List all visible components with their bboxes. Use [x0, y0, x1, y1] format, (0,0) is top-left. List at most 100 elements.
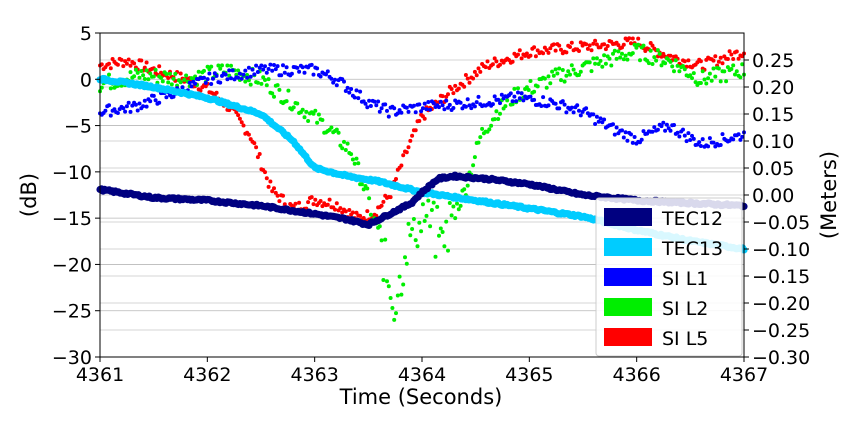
data-point: [729, 52, 734, 57]
data-point: [655, 127, 660, 132]
data-point: [124, 104, 129, 109]
data-point: [225, 77, 230, 82]
data-point: [291, 105, 296, 110]
data-point: [374, 103, 379, 108]
data-point: [559, 47, 563, 52]
data-point: [236, 75, 241, 80]
data-point: [542, 76, 547, 81]
data-point: [311, 111, 316, 116]
data-point: [193, 81, 198, 86]
data-point: [214, 90, 219, 95]
data-point: [275, 83, 280, 88]
data-point: [338, 206, 343, 211]
data-point: [270, 68, 275, 73]
y-left-tick-label: −30: [52, 347, 92, 369]
data-point: [594, 114, 599, 119]
y-right-tick-label: 0.05: [752, 158, 794, 180]
data-point: [246, 65, 251, 70]
data-point: [446, 92, 450, 97]
data-point: [413, 238, 418, 243]
data-point: [282, 70, 287, 75]
data-point: [139, 69, 144, 73]
data-point: [347, 208, 352, 212]
data-point: [571, 67, 576, 72]
data-point: [641, 129, 646, 134]
data-point: [313, 108, 318, 113]
data-point: [356, 96, 361, 101]
data-point: [691, 136, 696, 141]
data-point: [392, 317, 397, 322]
data-point: [325, 69, 330, 74]
y-right-axis-label: (Meters): [817, 151, 841, 239]
data-point: [510, 99, 515, 104]
data-point: [381, 199, 386, 204]
data-point: [602, 117, 607, 122]
data-point: [541, 95, 546, 100]
y-left-tick-label: −5: [64, 116, 92, 138]
data-point: [672, 69, 676, 74]
legend-label: TEC12: [661, 208, 723, 230]
data-point: [157, 64, 162, 69]
x-axis-ticks: 4361 4362 4363 4364 4365 4366 4367: [76, 357, 768, 386]
data-point: [725, 65, 730, 70]
data-point: [652, 55, 657, 60]
data-point: [342, 139, 346, 144]
data-point: [137, 75, 142, 80]
x-tick-label: 4366: [612, 364, 660, 386]
data-point: [281, 63, 285, 68]
data-point: [229, 63, 233, 68]
data-point: [456, 207, 461, 212]
data-point: [672, 123, 676, 127]
data-point: [492, 56, 497, 61]
data-point: [272, 63, 276, 67]
data-point: [112, 107, 117, 112]
data-point: [489, 123, 494, 128]
data-point: [593, 61, 598, 66]
data-point: [453, 216, 458, 221]
data-point: [365, 105, 370, 110]
data-point: [690, 133, 694, 138]
data-point: [417, 102, 422, 107]
data-point: [524, 51, 529, 56]
data-point: [302, 115, 307, 120]
data-point: [711, 58, 716, 63]
data-point: [277, 199, 282, 204]
data-point: [331, 80, 336, 85]
data-point: [700, 69, 705, 74]
data-point: [577, 49, 581, 53]
data-point: [241, 72, 246, 77]
data-point: [564, 110, 569, 115]
data-point: [295, 65, 300, 70]
data-point: [295, 101, 300, 106]
data-point: [603, 61, 608, 66]
data-point: [227, 68, 232, 73]
data-point: [250, 67, 255, 72]
data-point: [324, 72, 328, 77]
data-point: [688, 138, 693, 142]
data-point: [440, 103, 445, 108]
data-point: [428, 224, 433, 229]
data-point: [227, 108, 232, 113]
data-point: [132, 74, 137, 79]
data-point: [264, 70, 269, 75]
data-point: [577, 73, 581, 77]
data-point: [655, 48, 660, 53]
data-point: [621, 42, 626, 47]
data-point: [709, 78, 714, 83]
data-point: [237, 116, 242, 121]
data-point: [404, 150, 409, 155]
y-right-tick-label: 0.15: [752, 104, 794, 126]
data-point: [472, 155, 477, 160]
data-point: [587, 43, 592, 48]
data-point: [123, 109, 128, 114]
data-point: [564, 50, 569, 55]
data-point: [420, 202, 425, 207]
data-point: [577, 108, 581, 113]
data-point: [471, 76, 476, 81]
data-point: [496, 117, 501, 121]
data-point: [623, 53, 628, 58]
data-point: [512, 86, 517, 91]
data-point: [383, 102, 388, 107]
y-right-tick-label: −0.25: [752, 320, 810, 342]
data-point: [410, 133, 415, 138]
